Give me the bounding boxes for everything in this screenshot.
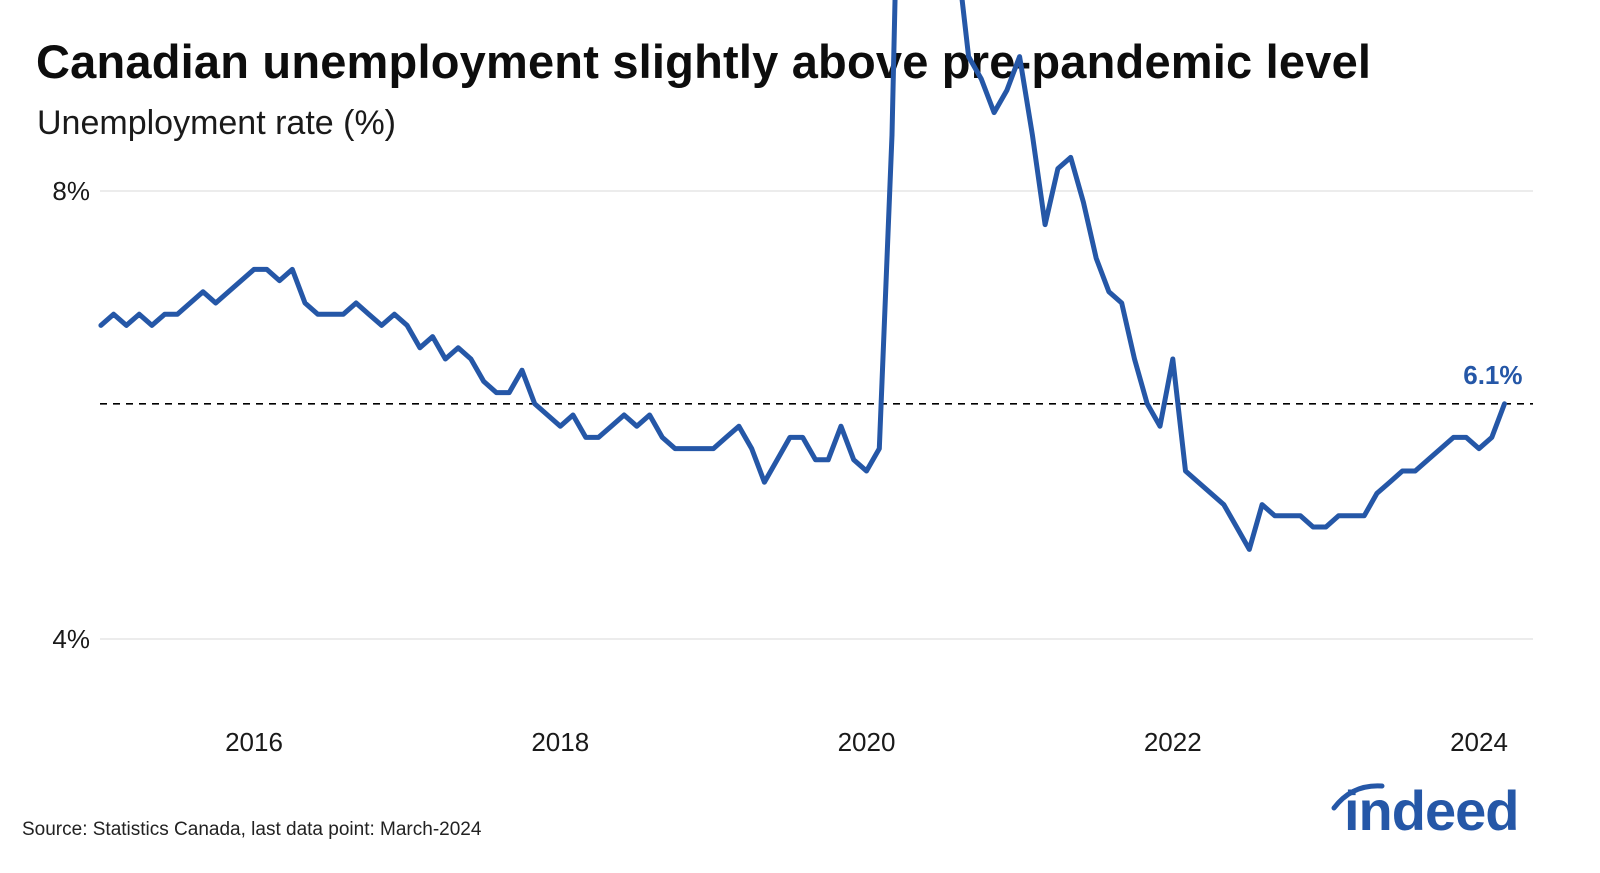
chart-subtitle: Unemployment rate (%) [37,104,397,142]
logo-wordmark: indeed [1344,779,1519,842]
x-tick-label: 2016 [225,727,283,757]
y-tick-label: 4% [52,624,90,654]
y-tick-label: 8% [52,176,90,206]
chart-title: Canadian unemployment slightly above pre… [36,35,1372,88]
indeed-logo: indeed [1330,778,1540,848]
x-axis-ticks: 2016 2018 2020 2022 2024 [225,727,1508,757]
source-note: Source: Statistics Canada, last data poi… [22,819,482,840]
x-tick-label: 2020 [838,727,896,757]
series-line-0 [98,0,1507,552]
end-value-label: 6.1% [1463,360,1522,390]
x-tick-label: 2022 [1144,727,1202,757]
y-axis-ticks: 4%8%12%16% [52,176,90,654]
x-tick-label: 2018 [531,727,589,757]
annotation-group: 6.1% [1463,360,1522,390]
logo-arc-icon [1331,783,1385,811]
series-group [98,0,1507,552]
gridlines [100,190,1533,640]
x-tick-label: 2024 [1450,727,1508,757]
